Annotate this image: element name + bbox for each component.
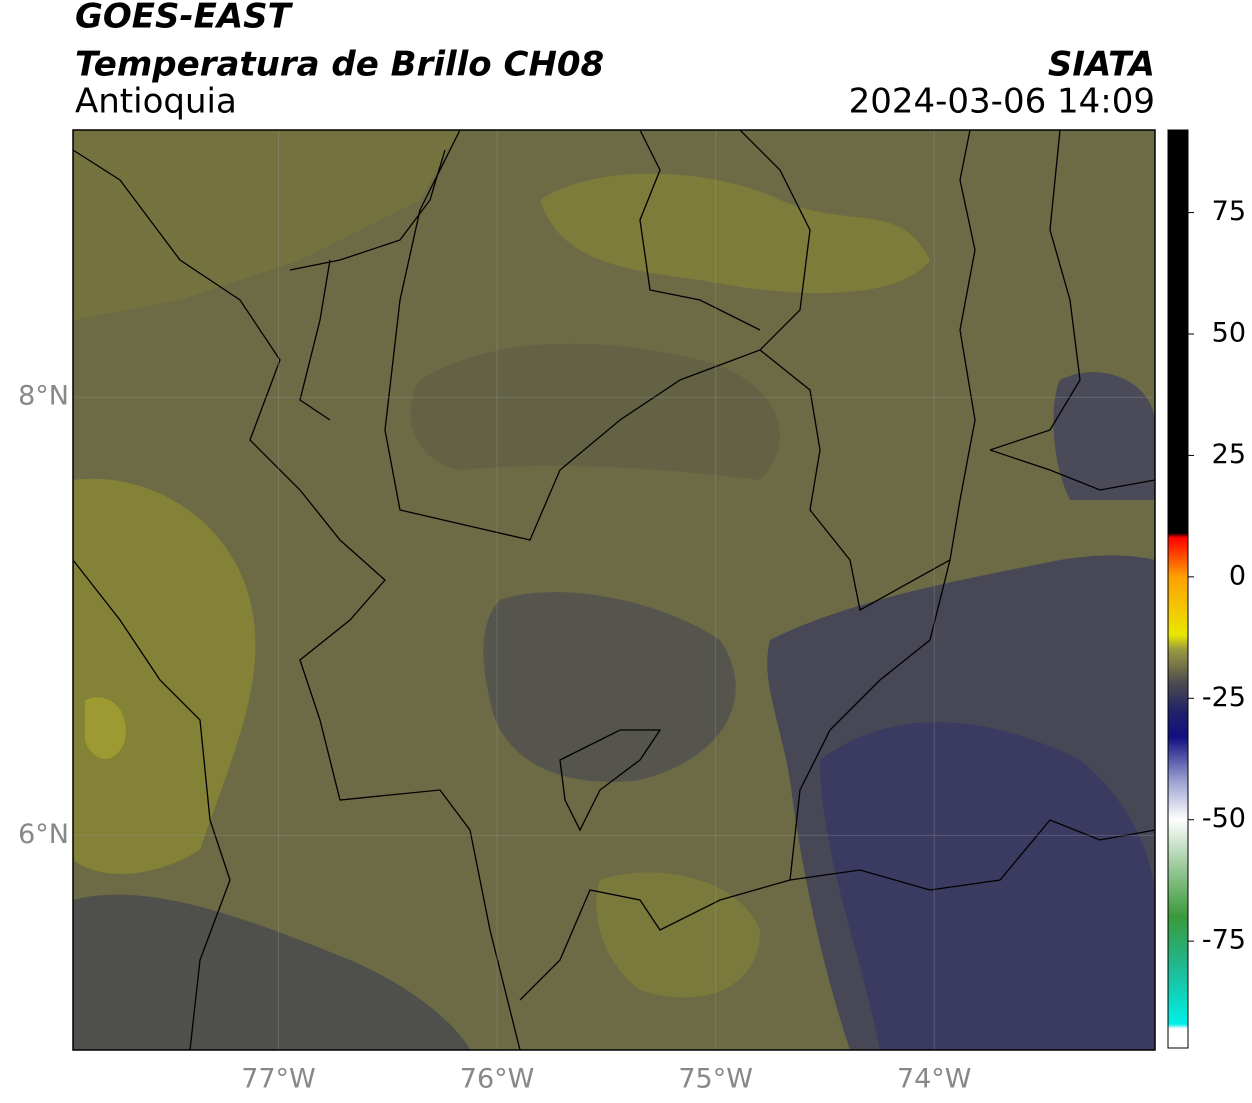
title: GOES-EAST (75, 0, 294, 37)
colorbar-tick-label: 25 (1212, 439, 1246, 470)
x-tick-label: 77°W (241, 1064, 316, 1095)
colorbar-tick-label: 0 (1229, 560, 1246, 591)
datetime: 2024-03-06 14:09 (849, 82, 1155, 122)
source: SIATA (1048, 45, 1155, 85)
colorbar-tick-label: 50 (1212, 318, 1246, 349)
subtitle: Temperatura de Brillo CH08 (75, 45, 604, 85)
x-tick-label: 76°W (460, 1064, 535, 1095)
graticule (73, 130, 1155, 1050)
colorbar-tick-label: -25 (1202, 682, 1246, 713)
colorbar (1167, 129, 1189, 1049)
region: Antioquia (75, 82, 237, 122)
colorbar-tick-label: 75 (1212, 196, 1246, 227)
x-tick-label: 75°W (678, 1064, 753, 1095)
boundaries (73, 130, 1155, 1050)
colorbar-tick-label: -75 (1202, 925, 1246, 956)
x-tick-label: 74°W (897, 1064, 972, 1095)
y-tick-label: 8°N (18, 381, 69, 412)
colorbar-tick-label: -50 (1202, 803, 1246, 834)
y-tick-label: 6°N (18, 819, 69, 850)
map-frame (72, 129, 1156, 1051)
satellite-image (73, 130, 1155, 1050)
